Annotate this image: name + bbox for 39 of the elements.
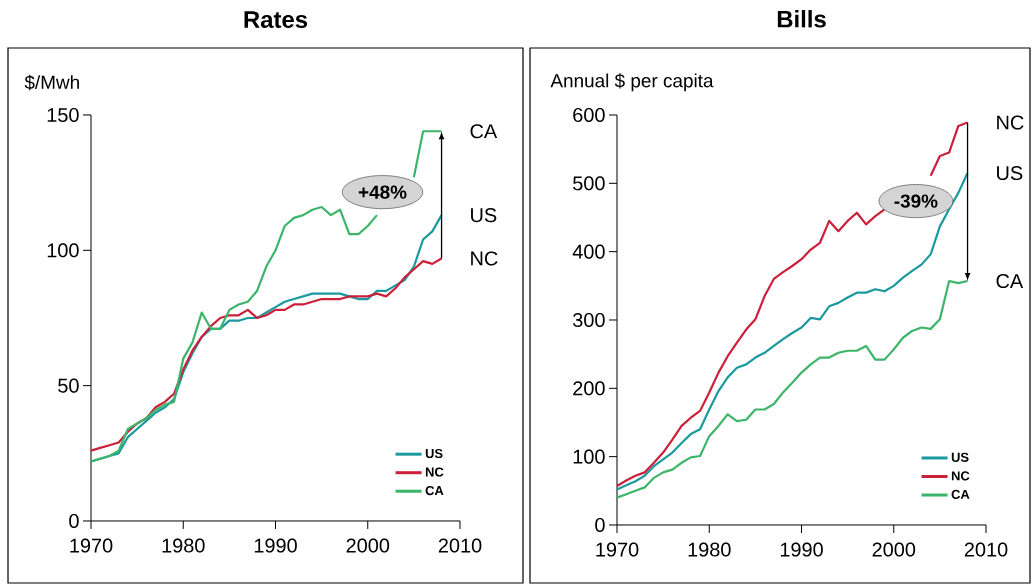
y-axis-title: $/Mwh xyxy=(24,74,79,91)
y-tick-label: 500 xyxy=(573,176,605,191)
text: NC xyxy=(997,115,1024,130)
y-tick-label: 100 xyxy=(573,449,605,464)
x-tick-label: 1970 xyxy=(596,542,639,557)
legend-label: US xyxy=(425,448,443,459)
text: US xyxy=(471,208,497,223)
annotation: -39% xyxy=(894,194,938,208)
legend-label: CA xyxy=(425,485,444,496)
y-tick-label: 300 xyxy=(573,312,605,328)
y-tick-label: 0 xyxy=(69,513,79,529)
text: CA xyxy=(996,273,1024,289)
x-tick-label: 1980 xyxy=(688,542,731,557)
text: NC xyxy=(471,251,498,266)
x-tick-label: 2000 xyxy=(872,542,916,557)
x-tick-label: 1970 xyxy=(70,538,113,553)
legend-label: US xyxy=(951,452,969,462)
text: US xyxy=(997,166,1023,181)
y-tick-label: 150 xyxy=(47,107,79,123)
legend-label: CA xyxy=(951,489,970,499)
y-tick-label: 50 xyxy=(58,378,79,393)
y-axis-title: Annual $ per capita xyxy=(550,73,714,92)
x-tick-label: 2000 xyxy=(346,538,390,553)
legend-label: NC xyxy=(425,467,444,477)
x-tick-label: 1990 xyxy=(780,542,823,557)
x-tick-label: 1990 xyxy=(254,538,297,553)
x-tick-label: 1980 xyxy=(162,538,205,553)
x-tick-label: 2010 xyxy=(438,538,482,553)
y-tick-label: 400 xyxy=(572,244,605,259)
chart-title: Rates xyxy=(244,11,308,29)
y-tick-label: 0 xyxy=(595,517,605,533)
chart-title: Bills xyxy=(777,10,826,28)
y-tick-label: 200 xyxy=(573,381,605,396)
text: CA xyxy=(470,124,498,139)
x-tick-label: 2010 xyxy=(964,542,1008,557)
legend-label: NC xyxy=(951,471,970,481)
y-tick-label: 600 xyxy=(573,107,605,123)
annotation: +48% xyxy=(358,185,407,199)
y-tick-label: 100 xyxy=(47,243,79,258)
